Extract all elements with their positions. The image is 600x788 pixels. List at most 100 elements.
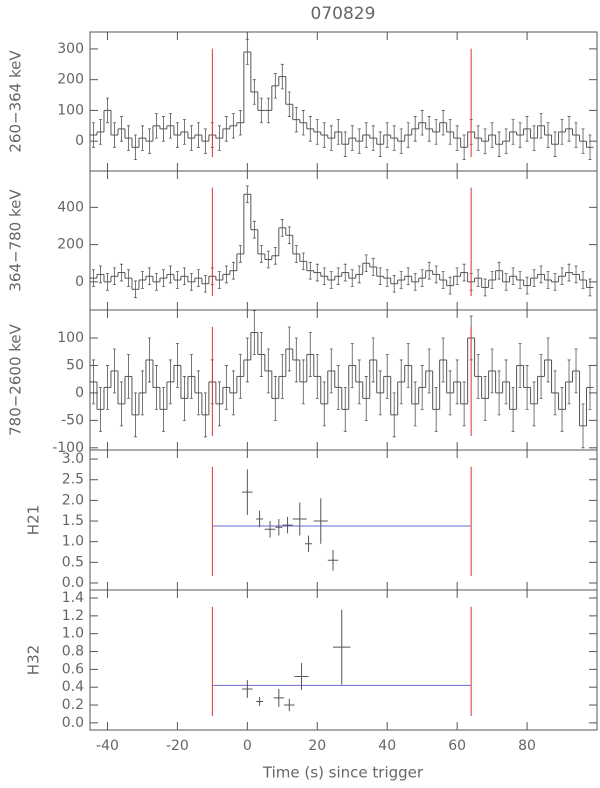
error-bar: [147, 337, 151, 383]
error-bar: [329, 348, 333, 394]
y-tick-label: 1.0: [62, 626, 84, 642]
error-bar: [266, 348, 270, 394]
error-bar: [287, 91, 291, 117]
error-bar: [560, 267, 564, 286]
y-tick-label: 1.0: [62, 534, 84, 550]
plot-frame: [89, 170, 598, 311]
error-bar: [175, 271, 179, 289]
plot-area: [90, 39, 594, 161]
error-bar: [357, 265, 361, 284]
error-bar: [189, 125, 193, 151]
error-bar: [511, 119, 515, 145]
error-bar: [525, 276, 529, 295]
error-bar: [126, 125, 130, 151]
error-bar: [266, 250, 270, 269]
error-bar: [385, 354, 389, 399]
error-bar: [483, 128, 487, 154]
error-bar: [196, 370, 200, 416]
error-bar: [245, 185, 249, 204]
error-bar: [112, 348, 116, 394]
x-tick-label: 80: [518, 738, 536, 754]
plot-area: [212, 609, 472, 712]
x-tick-label: 40: [378, 738, 396, 754]
error-bar: [525, 116, 529, 142]
error-bar: [399, 271, 403, 289]
error-bar: [462, 263, 466, 282]
error-bar: [490, 348, 494, 394]
error-bar: [175, 122, 179, 148]
error-bar: [350, 343, 354, 388]
error-bar: [539, 265, 543, 284]
error-bar: [175, 343, 179, 388]
error-bar: [504, 359, 508, 405]
error-bar: [273, 73, 277, 99]
error-bar: [238, 110, 242, 136]
error-bar: [350, 269, 354, 287]
error-bar: [553, 370, 557, 416]
plot-area: [212, 469, 472, 571]
error-bar: [140, 125, 144, 151]
error-bar: [154, 113, 158, 139]
error-bar: [231, 261, 235, 280]
plot-frame: [89, 309, 598, 451]
error-bar: [336, 267, 340, 286]
error-bar: [406, 267, 410, 286]
error-bar: [483, 278, 487, 297]
error-bar: [413, 116, 417, 142]
error-bar: [182, 119, 186, 145]
error-bar: [448, 276, 452, 295]
y-tick-label: 3.0: [62, 451, 84, 467]
error-bar: [567, 359, 571, 405]
error-bar: [161, 116, 165, 142]
error-bar: [91, 359, 95, 405]
error-bar: [231, 113, 235, 139]
error-bar: [308, 332, 312, 377]
error-bar: [119, 381, 123, 427]
error-bar: [427, 116, 431, 142]
data-point: [284, 698, 295, 712]
error-bar: [217, 381, 221, 427]
error-bar: [476, 354, 480, 399]
data-point: [256, 510, 264, 528]
error-bar: [259, 332, 263, 377]
error-bar: [399, 128, 403, 154]
chart-title: 070829: [311, 4, 376, 24]
error-bar: [378, 370, 382, 416]
y-tick-label: 0.0: [62, 575, 84, 591]
error-bar: [462, 134, 466, 161]
error-bar: [448, 119, 452, 145]
error-bar: [217, 271, 221, 289]
error-bar: [364, 254, 368, 273]
data-point: [294, 663, 309, 690]
error-bar: [497, 261, 501, 280]
error-bar: [378, 131, 382, 157]
error-bar: [182, 376, 186, 421]
error-bar: [539, 113, 543, 139]
error-bar: [483, 376, 487, 421]
error-bar: [504, 273, 508, 291]
error-bar: [133, 134, 137, 161]
error-bar: [98, 265, 102, 284]
error-bar: [301, 252, 305, 271]
error-bar: [357, 128, 361, 154]
data-point: [292, 502, 307, 536]
error-bar: [385, 122, 389, 148]
error-bar: [574, 265, 578, 284]
error-bar: [308, 261, 312, 280]
error-bar: [315, 119, 319, 145]
error-bar: [168, 265, 172, 284]
error-bar: [371, 258, 375, 276]
error-bar: [448, 370, 452, 416]
error-bar: [392, 274, 396, 293]
error-bar: [98, 387, 102, 432]
error-bar: [434, 119, 438, 145]
error-bar: [322, 122, 326, 148]
error-bar: [203, 128, 207, 154]
error-bar: [532, 125, 536, 151]
error-bar: [329, 125, 333, 151]
error-bar: [252, 310, 256, 355]
error-bar: [357, 359, 361, 405]
x-tick-label: -20: [166, 738, 189, 754]
x-tick-label: 60: [448, 738, 466, 754]
y-axis-label: 780−2600 keV: [7, 323, 25, 436]
